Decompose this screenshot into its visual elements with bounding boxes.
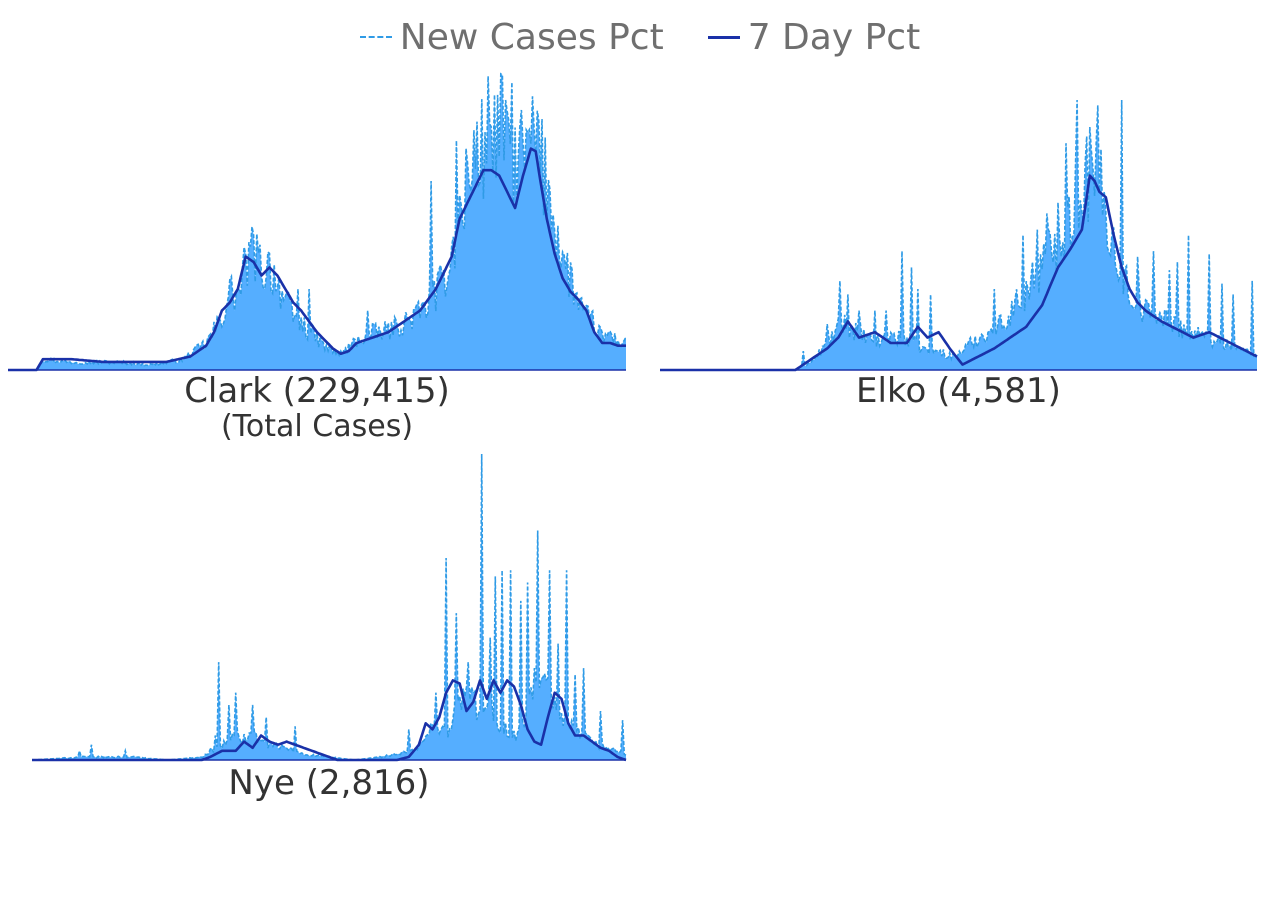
panel-nye: Nye (2,816) <box>31 442 627 812</box>
legend: New Cases Pct 7 Day Pct <box>0 14 1280 60</box>
seven-day-line <box>8 147 626 372</box>
new-cases-area <box>8 73 626 371</box>
seven-day-line <box>32 679 627 762</box>
panel-title-elko: Elko (4,581) <box>856 371 1061 411</box>
legend-swatch-new-cases <box>359 36 392 38</box>
chart-nye <box>31 453 627 762</box>
legend-label-new-cases: New Cases Pct <box>399 16 664 58</box>
legend-label-7-day: 7 Day Pct <box>747 16 921 58</box>
legend-item-new-cases: New Cases Pct <box>359 16 664 58</box>
chart-elko <box>660 99 1258 372</box>
legend-swatch-7-day <box>707 35 740 39</box>
legend-item-7-day: 7 Day Pct <box>707 16 921 58</box>
panel-title-nye: Nye (2,816) <box>228 763 430 803</box>
new-cases-area <box>32 454 626 760</box>
panel-title-clark: Clark (229,415) <box>184 371 450 411</box>
panel-clark: Clark (229,415) (Total Cases) <box>8 72 627 450</box>
new-cases-area <box>660 100 1257 370</box>
panel-elko: Elko (4,581) <box>660 90 1258 420</box>
chart-clark <box>8 72 627 372</box>
seven-day-line <box>660 174 1258 372</box>
panel-subtitle-clark: (Total Cases) <box>220 409 414 444</box>
